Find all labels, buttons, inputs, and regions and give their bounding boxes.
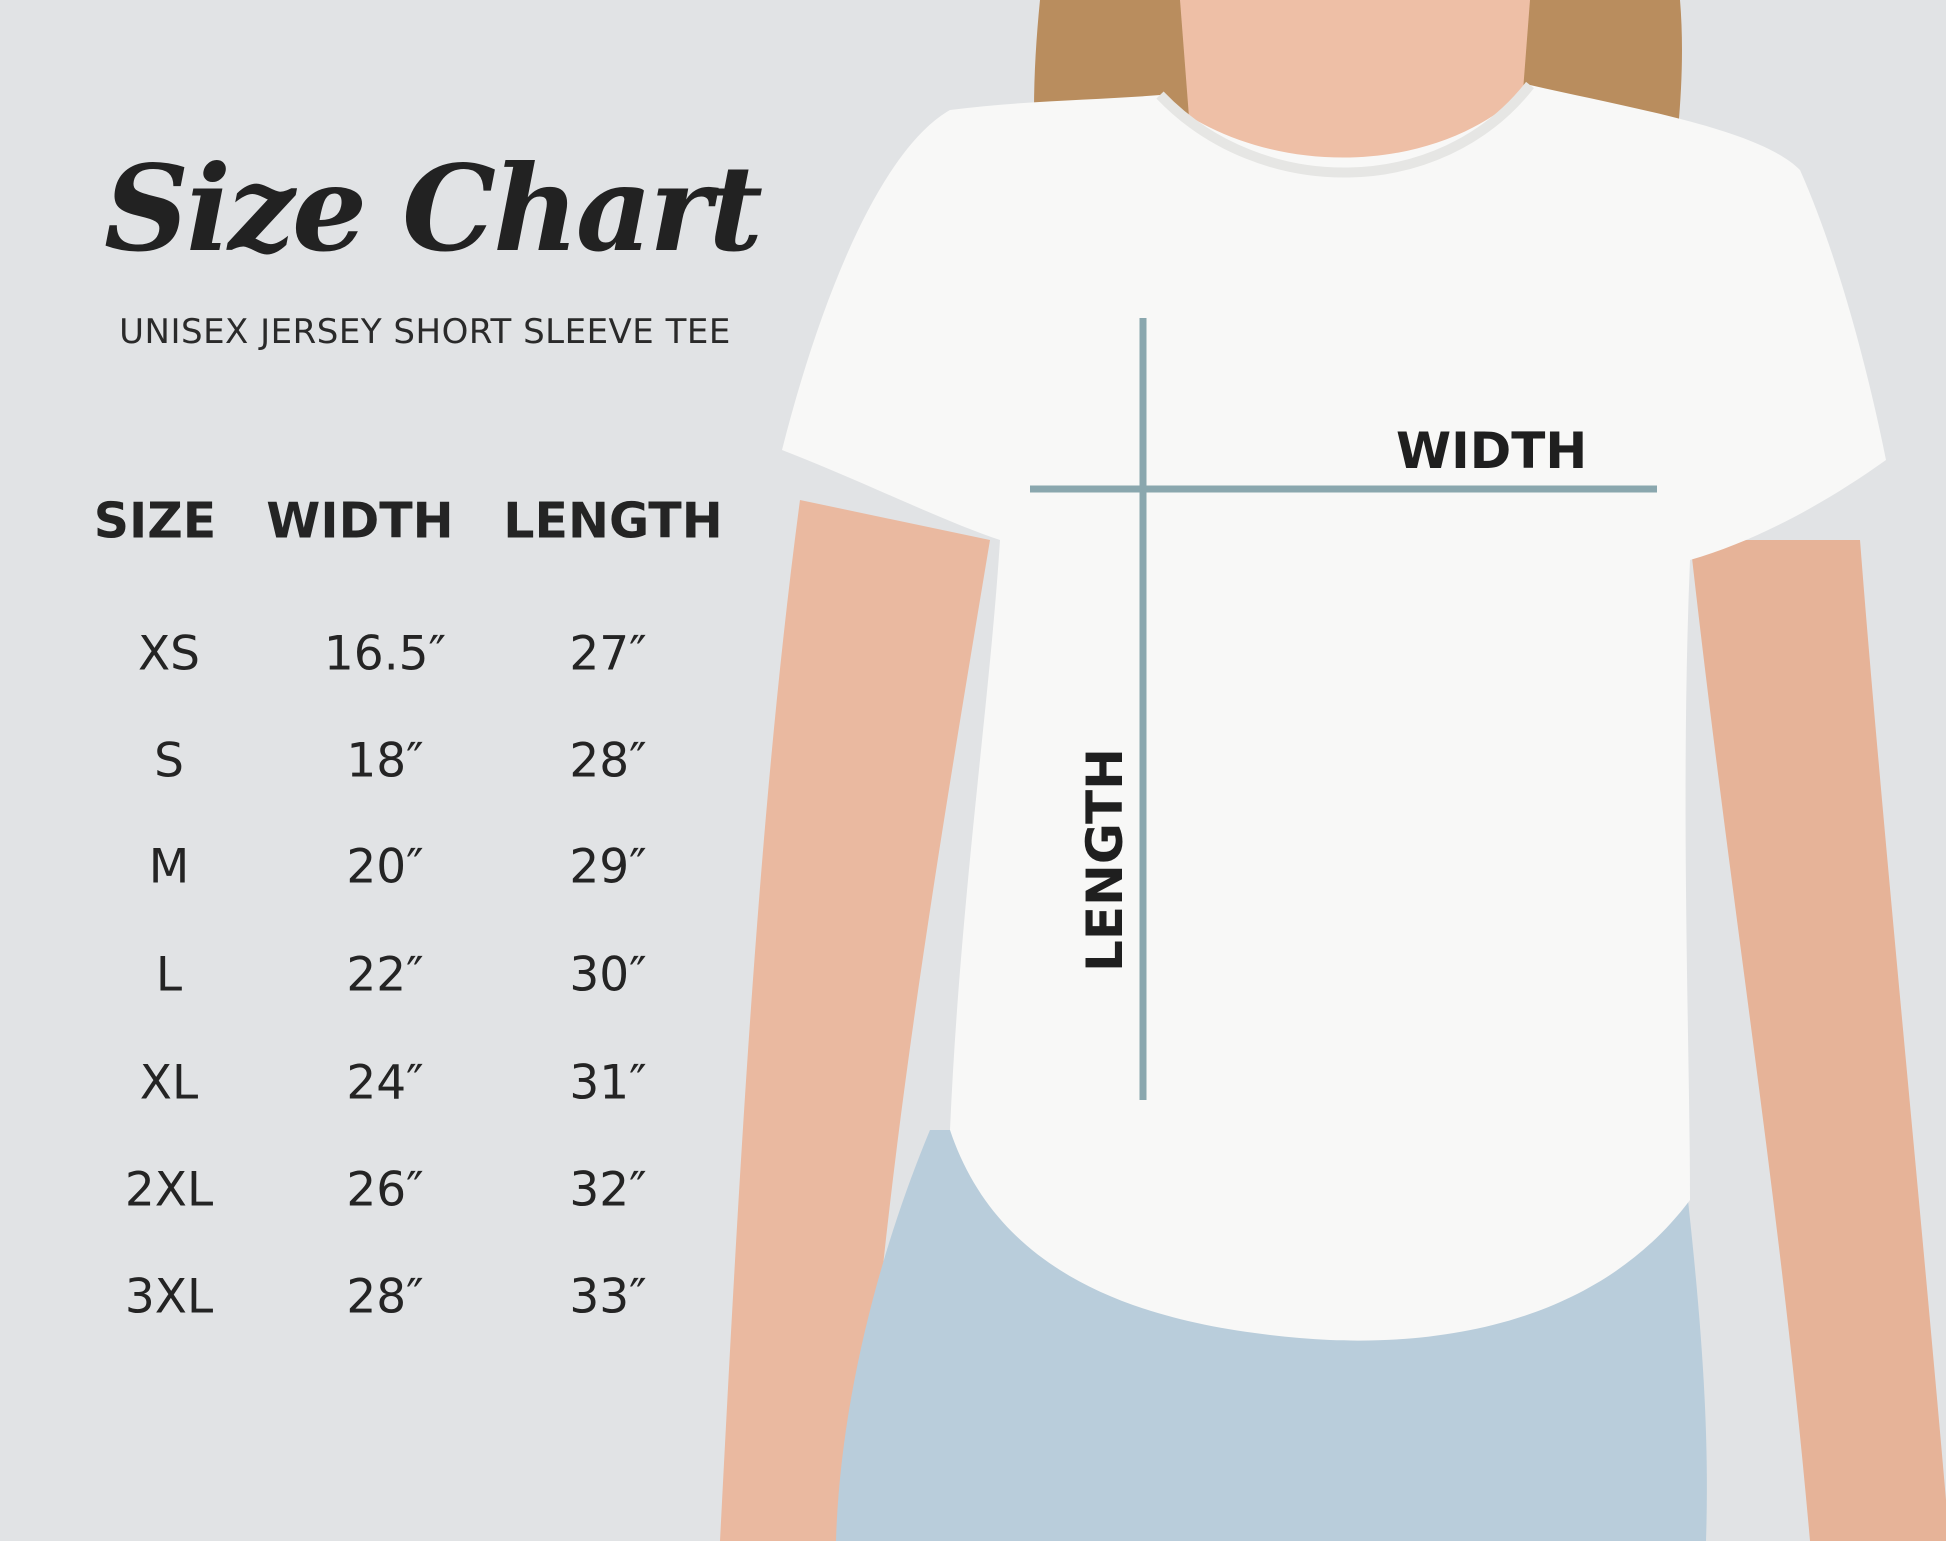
header-width: WIDTH xyxy=(266,492,454,550)
cell-size: XL xyxy=(139,1055,199,1111)
cell-length: 31″ xyxy=(569,1055,647,1111)
subtitle: UNISEX JERSEY SHORT SLEEVE TEE xyxy=(119,312,731,352)
cell-size: XS xyxy=(137,626,201,682)
cell-length: 27″ xyxy=(569,626,647,682)
page-title: Size Chart xyxy=(103,139,763,278)
right-arm xyxy=(1690,540,1946,1541)
cell-width: 24″ xyxy=(346,1055,424,1111)
t-shirt xyxy=(782,85,1886,1341)
cell-length: 30″ xyxy=(569,947,647,1003)
cell-length: 29″ xyxy=(569,839,647,895)
cell-length: 32″ xyxy=(569,1162,647,1218)
cell-width: 22″ xyxy=(346,947,424,1003)
length-label: LENGTH xyxy=(1076,748,1134,972)
cell-width: 28″ xyxy=(346,1269,424,1325)
left-arm xyxy=(720,500,990,1541)
cell-width: 18″ xyxy=(346,733,424,789)
header-length: LENGTH xyxy=(503,492,723,550)
header-size: SIZE xyxy=(93,492,217,550)
cell-size: 2XL xyxy=(124,1162,214,1218)
cell-size: 3XL xyxy=(124,1269,214,1325)
cell-width: 16.5″ xyxy=(323,626,447,682)
cell-size: L xyxy=(155,947,183,1003)
cell-width: 20″ xyxy=(346,839,424,895)
cell-length: 28″ xyxy=(569,733,647,789)
cell-size: S xyxy=(154,733,184,789)
width-label: WIDTH xyxy=(1396,422,1588,480)
cell-length: 33″ xyxy=(569,1269,647,1325)
cell-size: M xyxy=(148,839,190,895)
cell-width: 26″ xyxy=(346,1162,424,1218)
